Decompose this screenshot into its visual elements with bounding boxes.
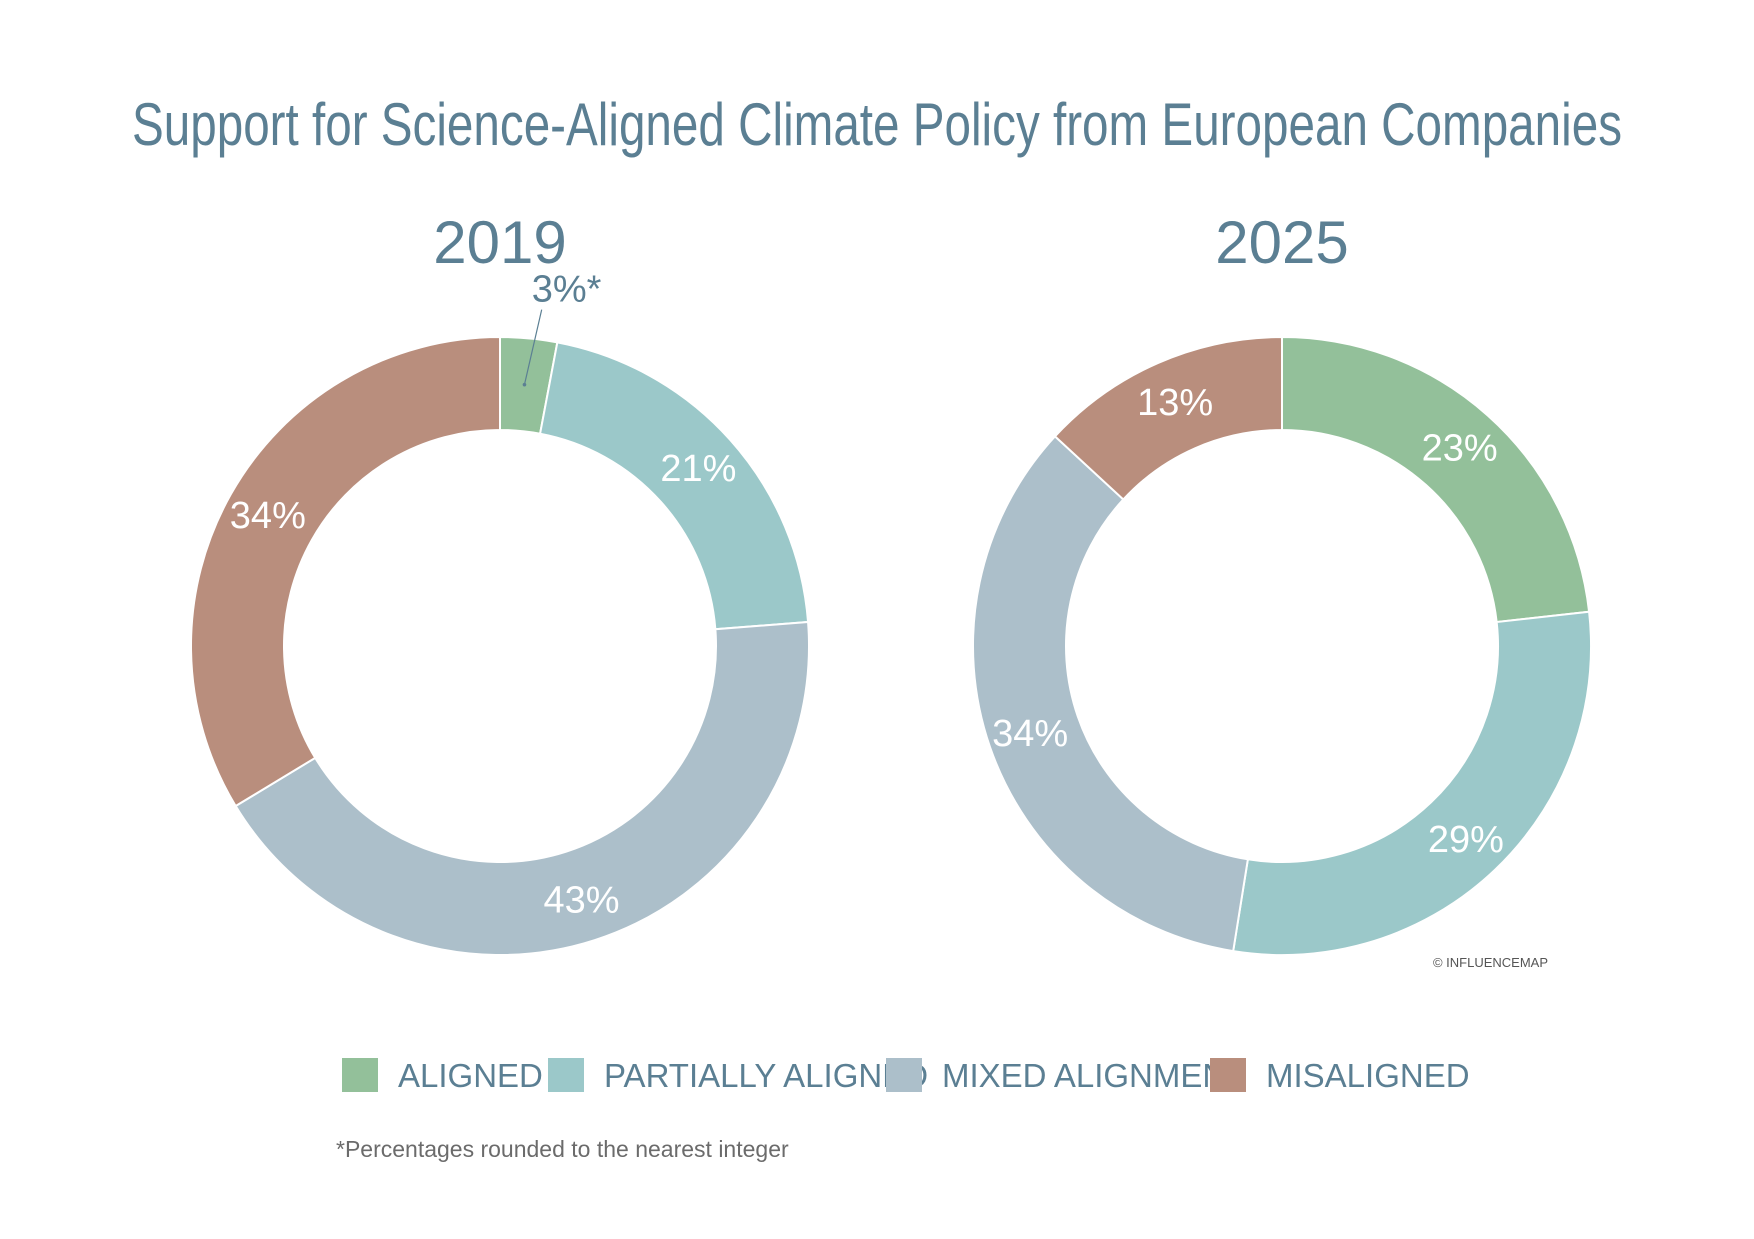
donut-2025-title: 2025 xyxy=(1215,209,1348,276)
slice-label-2019-misaligned: 34% xyxy=(230,495,306,537)
legend-swatch-partially-aligned xyxy=(548,1058,584,1092)
chart-title: Support for Science-Aligned Climate Poli… xyxy=(132,91,1622,158)
slice-label-2025-aligned: 23% xyxy=(1422,427,1498,469)
legend: ALIGNED PARTIALLY ALIGNED MIXED ALIGNMENT M… xyxy=(342,1057,1470,1094)
slice-label-2025-partially-aligned: 29% xyxy=(1428,819,1504,861)
footnote: *Percentages rounded to the nearest inte… xyxy=(336,1136,789,1162)
legend-swatch-mixed-alignment xyxy=(886,1058,922,1092)
legend-label-misaligned: MISALIGNED xyxy=(1266,1057,1470,1094)
donut-2019: 2019 3%* 21% 43% 34% xyxy=(190,209,810,956)
slice-label-2025-misaligned: 13% xyxy=(1137,382,1213,424)
legend-label-mixed-alignment: MIXED ALIGNMENT xyxy=(942,1057,1246,1094)
legend-label-partially-aligned: PARTIALLY ALIGNED xyxy=(604,1057,928,1094)
donut-2025: 2025 23% 29% 34% 13% xyxy=(972,209,1592,956)
legend-swatch-aligned xyxy=(342,1058,378,1092)
legend-label-aligned: ALIGNED xyxy=(398,1057,543,1094)
slice-2025-partially-aligned xyxy=(1232,610,1592,956)
slice-label-2025-mixed-alignment: 34% xyxy=(992,713,1068,755)
donut-2019-title: 2019 xyxy=(433,209,566,276)
slice-label-2019-mixed-alignment: 43% xyxy=(544,880,620,922)
slice-label-2019-partially-aligned: 21% xyxy=(660,448,736,490)
slice-2019-misaligned xyxy=(190,335,501,808)
legend-swatch-misaligned xyxy=(1210,1058,1246,1092)
slice-2025-mixed-alignment xyxy=(972,434,1250,953)
slice-2019-mixed-alignment xyxy=(234,620,810,956)
slice-label-2019-aligned: 3%* xyxy=(532,269,602,311)
slice-2025-misaligned xyxy=(1053,335,1283,501)
leader-dot-2019-aligned xyxy=(522,382,527,387)
slice-2025-aligned xyxy=(1281,335,1591,624)
copyright-notice: © INFLUENCEMAP xyxy=(1433,955,1548,970)
leader-line-2019-aligned xyxy=(523,309,543,385)
